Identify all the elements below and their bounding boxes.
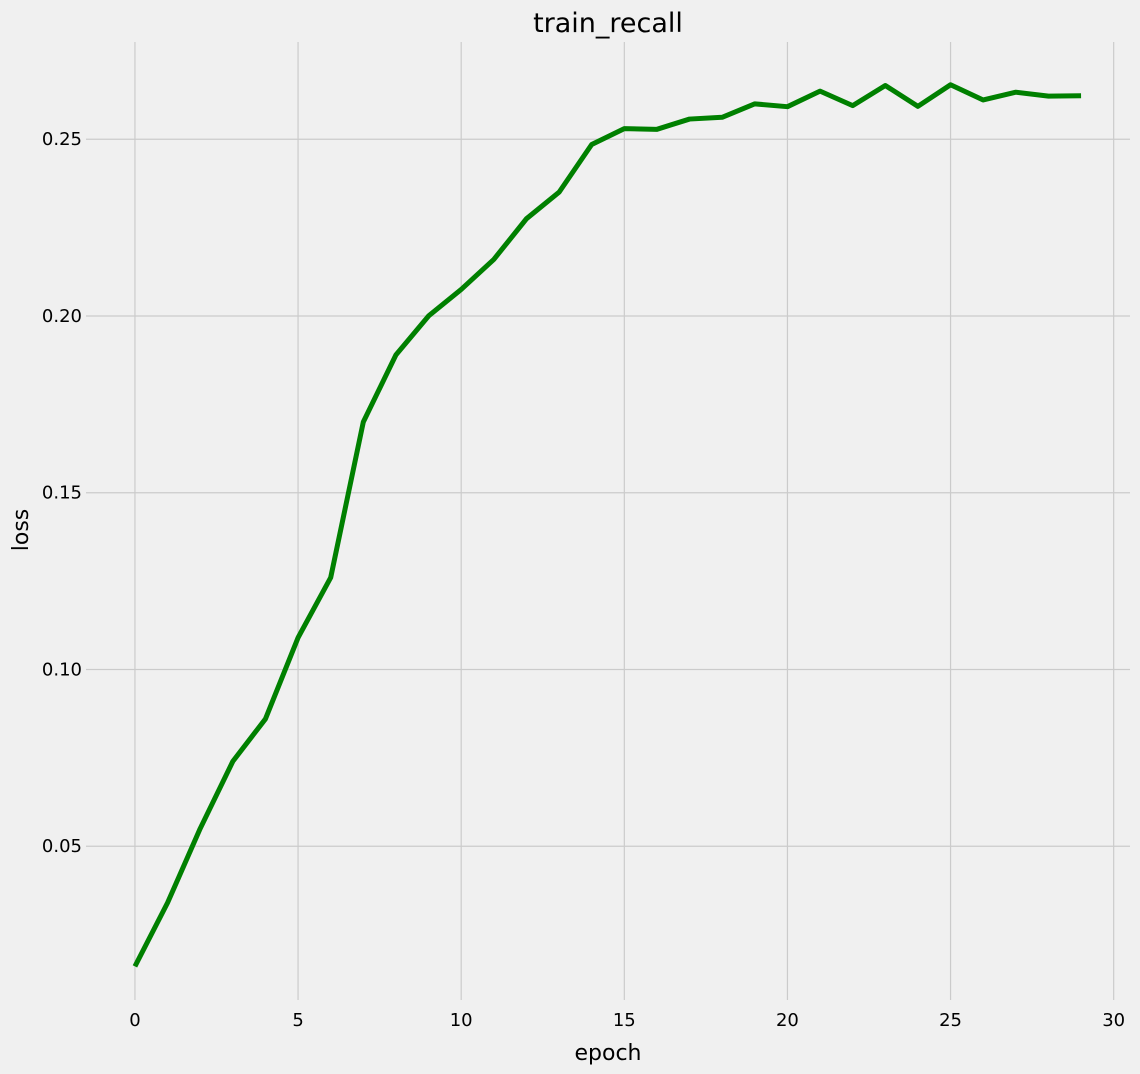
x-tick-label: 25 [939,1010,962,1031]
x-tick-label: 15 [613,1010,636,1031]
y-axis-label: loss [9,509,34,552]
chart-title: train_recall [533,8,683,39]
y-tick-label: 0.15 [42,483,82,504]
x-tick-labels: 0 5 10 15 20 25 30 [129,1010,1125,1031]
y-tick-labels: 0.05 0.10 0.15 0.20 0.25 [42,129,82,857]
y-tick-label: 0.25 [42,129,82,150]
x-tick-label: 20 [776,1010,799,1031]
x-tick-label: 30 [1102,1010,1125,1031]
x-tick-label: 5 [292,1010,303,1031]
x-tick-label: 10 [450,1010,473,1031]
y-tick-label: 0.20 [42,306,82,327]
y-tick-label: 0.10 [42,659,82,680]
x-tick-label: 0 [129,1010,140,1031]
x-axis-label: epoch [575,1041,642,1066]
x-grid [134,42,1115,1000]
series-layer [132,82,1082,968]
series-line [132,82,1082,968]
y-tick-label: 0.05 [42,836,82,857]
